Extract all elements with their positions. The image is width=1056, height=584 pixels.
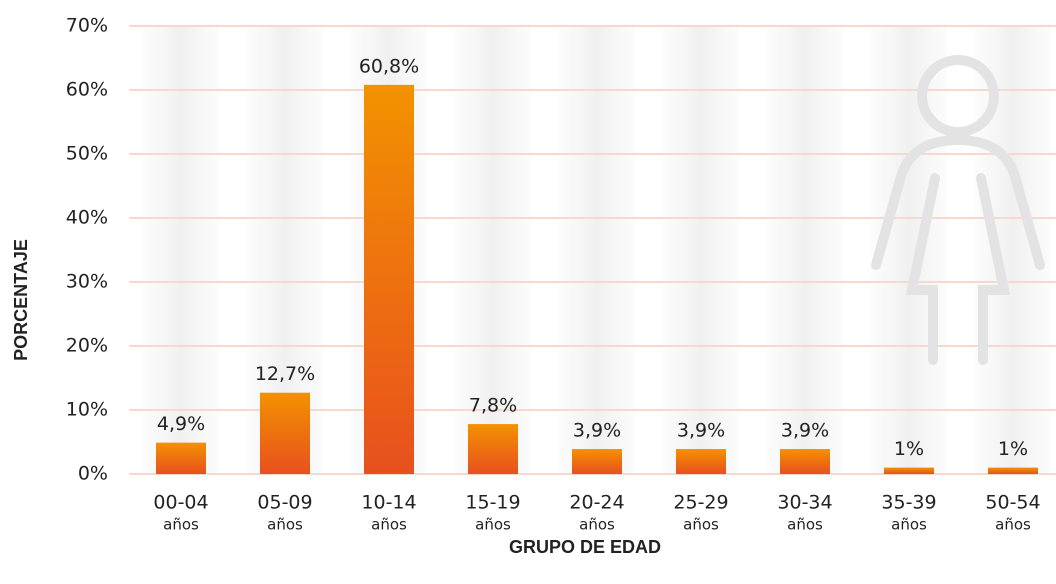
bar <box>988 467 1038 474</box>
bar <box>884 467 934 474</box>
column-band <box>767 26 843 474</box>
value-label: 7,8% <box>469 395 517 417</box>
bar <box>260 392 310 474</box>
x-tick-label: 35-39 <box>881 492 936 514</box>
y-tick-label: 50% <box>66 143 108 165</box>
y-tick-label: 0% <box>78 463 108 485</box>
bar <box>364 84 414 474</box>
bar <box>676 449 726 474</box>
value-label: 60,8% <box>359 55 419 77</box>
x-tick-sublabel: años <box>683 516 719 534</box>
x-tick-label: 05-09 <box>257 492 312 514</box>
y-tick-label: 10% <box>66 399 108 421</box>
x-tick-sublabel: años <box>371 516 407 534</box>
x-tick-label: 00-04 <box>153 492 208 514</box>
y-tick-label: 30% <box>66 271 108 293</box>
x-tick-sublabel: años <box>579 516 615 534</box>
value-label: 1% <box>894 438 924 460</box>
x-tick-label: 10-14 <box>361 492 416 514</box>
value-label: 4,9% <box>157 413 205 435</box>
x-tick-sublabel: años <box>267 516 303 534</box>
x-tick-label: 15-19 <box>465 492 520 514</box>
x-axis-label: GRUPO DE EDAD <box>509 537 661 557</box>
bar <box>780 449 830 474</box>
column-band <box>143 26 219 474</box>
column-band <box>663 26 739 474</box>
y-tick-label: 40% <box>66 207 108 229</box>
bar <box>156 442 206 474</box>
x-tick-label: 30-34 <box>777 492 832 514</box>
column-band <box>455 26 531 474</box>
x-tick-label: 20-24 <box>569 492 624 514</box>
y-tick-label: 70% <box>66 15 108 37</box>
bar <box>572 449 622 474</box>
value-label: 1% <box>998 438 1028 460</box>
y-tick-label: 20% <box>66 335 108 357</box>
x-tick-label: 50-54 <box>985 492 1040 514</box>
value-label: 3,9% <box>677 420 725 442</box>
bar <box>468 424 518 474</box>
x-tick-sublabel: años <box>163 516 199 534</box>
y-tick-label: 60% <box>66 79 108 101</box>
x-tick-label: 25-29 <box>673 492 728 514</box>
person-icon <box>871 55 1045 365</box>
x-tick-sublabel: años <box>787 516 823 534</box>
x-tick-sublabel: años <box>891 516 927 534</box>
x-tick-sublabel: años <box>995 516 1031 534</box>
column-band <box>559 26 635 474</box>
x-tick-sublabel: años <box>475 516 511 534</box>
value-label: 3,9% <box>573 420 621 442</box>
value-label: 12,7% <box>255 363 315 385</box>
y-axis-label: PORCENTAJE <box>11 239 31 361</box>
value-label: 3,9% <box>781 420 829 442</box>
